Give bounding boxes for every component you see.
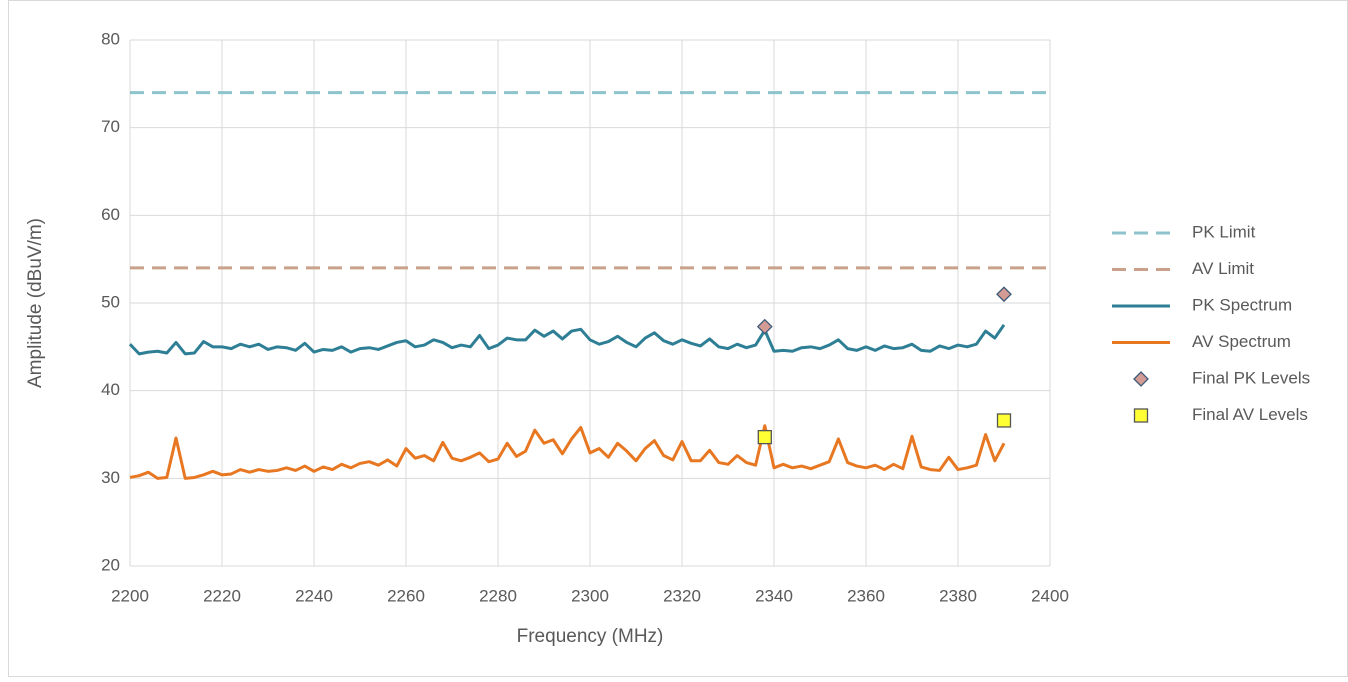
x-tick-label: 2400 [1031,586,1069,605]
legend-label: Final PK Levels [1192,368,1310,387]
data-point [757,429,772,445]
legend-label: PK Limit [1192,222,1256,241]
y-tick-label: 60 [101,205,120,224]
x-tick-label: 2220 [203,586,241,605]
chart-border [8,0,1348,677]
y-tick-label: 30 [101,468,120,487]
x-tick-label: 2260 [387,586,425,605]
x-tick-label: 2340 [755,586,793,605]
y-tick-label: 70 [101,117,120,136]
data-point [756,318,773,335]
x-tick-label: 2240 [295,586,333,605]
y-tick-label: 80 [101,29,120,48]
y-axis-label: Amplitude (dBuV/m) [25,218,46,388]
legend-swatch [1133,371,1149,387]
x-tick-label: 2380 [939,586,977,605]
legend-label: Final AV Levels [1192,405,1308,424]
data-point [996,413,1012,428]
x-tick-label: 2280 [479,586,517,605]
series-line [129,424,1006,480]
x-tick-label: 2320 [663,586,701,605]
x-tick-label: 2200 [111,586,149,605]
x-tick-label: 2360 [847,586,885,605]
legend-label: AV Limit [1192,259,1254,278]
y-tick-label: 20 [101,555,120,574]
x-tick-label: 2300 [571,586,609,605]
data-point [996,286,1012,303]
legend-swatch [1133,408,1149,423]
y-tick-label: 40 [101,380,120,399]
legend-label: AV Spectrum [1192,332,1291,351]
series-line [128,324,1006,356]
legend-label: PK Spectrum [1192,295,1292,314]
x-axis-label: Frequency (MHz) [517,626,664,647]
y-tick-label: 50 [101,292,120,311]
